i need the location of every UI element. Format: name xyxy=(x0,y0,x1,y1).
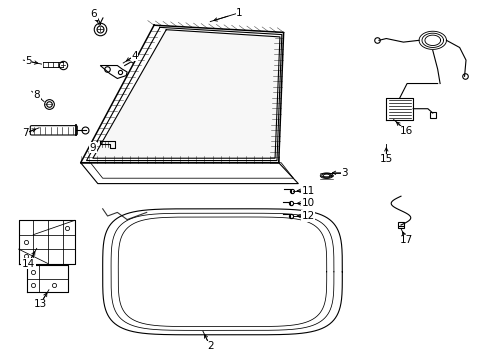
Text: 9: 9 xyxy=(89,143,96,153)
Text: 8: 8 xyxy=(33,90,40,100)
Text: 10: 10 xyxy=(301,198,314,208)
Text: 4: 4 xyxy=(131,51,138,61)
Text: 6: 6 xyxy=(90,9,97,19)
Text: 17: 17 xyxy=(399,235,413,246)
Text: 1: 1 xyxy=(236,8,243,18)
Text: 13: 13 xyxy=(33,299,47,309)
Text: 2: 2 xyxy=(206,341,213,351)
Text: 14: 14 xyxy=(21,258,35,269)
Text: 7: 7 xyxy=(22,128,29,138)
Text: 3: 3 xyxy=(341,168,347,178)
Text: 16: 16 xyxy=(399,126,413,136)
Text: 12: 12 xyxy=(301,211,314,221)
Polygon shape xyxy=(93,30,279,158)
Text: 15: 15 xyxy=(379,154,392,164)
Text: 5: 5 xyxy=(25,56,32,66)
Text: 11: 11 xyxy=(301,186,314,196)
